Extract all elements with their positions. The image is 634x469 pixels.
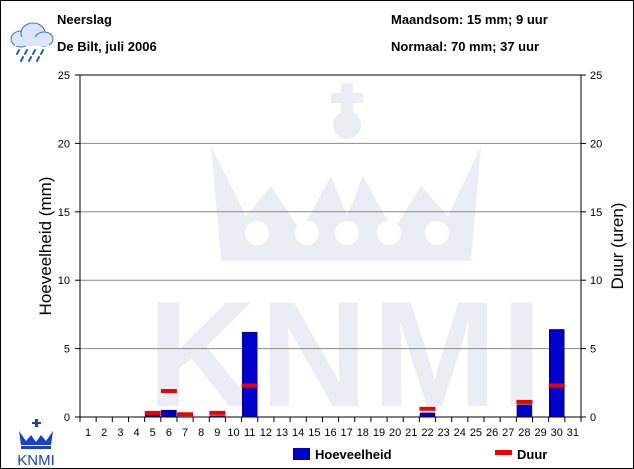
y2-tick-label: 0 bbox=[590, 412, 596, 424]
x-tick-label: 6 bbox=[166, 427, 172, 439]
x-tick-label: 11 bbox=[244, 427, 255, 439]
x-tick-label: 8 bbox=[198, 427, 204, 439]
legend: Hoeveelheid Duur bbox=[293, 447, 547, 462]
x-tick-label: 19 bbox=[373, 427, 385, 439]
duration-marker-day-5 bbox=[144, 410, 161, 415]
x-tick-label: 26 bbox=[486, 427, 498, 439]
legend-label-duur: Duur bbox=[517, 447, 547, 462]
x-tick-label: 7 bbox=[182, 427, 188, 439]
legend-label-hoeveelheid: Hoeveelheid bbox=[315, 447, 392, 462]
x-tick-label: 1 bbox=[85, 427, 91, 439]
x-tick-label: 3 bbox=[117, 427, 123, 439]
x-tick-label: 30 bbox=[551, 427, 563, 439]
month-total: Maandsom: 15 mm; 9 uur bbox=[391, 12, 548, 27]
x-tick-label: 10 bbox=[227, 427, 239, 439]
knmi-watermark: KNMI bbox=[147, 83, 546, 438]
x-tick-label: 18 bbox=[357, 427, 369, 439]
y-tick-label: 5 bbox=[64, 344, 70, 356]
y-tick-label: 20 bbox=[58, 138, 70, 150]
duration-marker-day-6 bbox=[160, 389, 177, 394]
plot-area-border bbox=[79, 74, 582, 418]
watermark-text: KNMI bbox=[147, 270, 546, 438]
x-tick-label: 25 bbox=[470, 427, 482, 439]
y2-tick-label: 5 bbox=[590, 344, 596, 356]
y-tick-label: 25 bbox=[58, 70, 70, 82]
bar-day-30 bbox=[549, 329, 565, 418]
x-tick-label: 14 bbox=[292, 427, 304, 439]
y2-tick-label: 10 bbox=[590, 275, 602, 287]
y2-tick-label: 25 bbox=[590, 70, 602, 82]
knmi-logo-text: KNMI bbox=[17, 452, 55, 468]
rain-cloud-icon bbox=[10, 22, 54, 62]
duration-marker-day-30 bbox=[548, 383, 565, 388]
y2-tick-label: 20 bbox=[590, 138, 602, 150]
legend-swatch-bar bbox=[293, 448, 310, 460]
x-tick-label: 27 bbox=[502, 427, 514, 439]
duration-marker-day-22 bbox=[419, 406, 436, 411]
bar-day-22 bbox=[419, 412, 436, 418]
y-tick-label: 0 bbox=[64, 412, 70, 424]
chart-subtitle: De Bilt, juli 2006 bbox=[57, 39, 157, 54]
bar-day-11 bbox=[241, 331, 258, 418]
x-tick-label: 15 bbox=[308, 427, 320, 439]
y2-axis-label: Duur (uren) bbox=[608, 203, 627, 290]
y-tick-label: 15 bbox=[58, 207, 70, 219]
x-tick-label: 20 bbox=[389, 427, 401, 439]
bar-day-28 bbox=[516, 404, 533, 418]
x-tick-label: 29 bbox=[534, 427, 546, 439]
y-axis-label: Hoeveelheid (mm) bbox=[36, 177, 55, 316]
x-tick-label: 2 bbox=[101, 427, 107, 439]
x-tick-label: 21 bbox=[405, 427, 417, 439]
x-tick-label: 23 bbox=[438, 427, 450, 439]
crown-logo-icon: KNMI bbox=[17, 419, 55, 468]
duration-marker-day-7 bbox=[177, 412, 194, 417]
x-tick-label: 5 bbox=[150, 427, 156, 439]
x-tick-label: 16 bbox=[324, 427, 336, 439]
x-tick-label: 31 bbox=[567, 427, 579, 439]
y2-tick-label: 15 bbox=[590, 207, 602, 219]
x-tick-label: 24 bbox=[454, 427, 466, 439]
legend-swatch-duration bbox=[495, 450, 512, 455]
x-tick-label: 17 bbox=[341, 427, 353, 439]
duration-marker-day-28 bbox=[516, 399, 533, 404]
bar-day-6 bbox=[161, 409, 177, 418]
x-tick-label: 4 bbox=[134, 427, 140, 439]
y-tick-label: 10 bbox=[58, 275, 70, 287]
duration-marker-day-9 bbox=[209, 410, 226, 415]
x-tick-label: 9 bbox=[214, 427, 220, 439]
x-tick-label: 28 bbox=[518, 427, 530, 439]
chart-title: Neerslag bbox=[57, 12, 112, 27]
x-tick-label: 13 bbox=[276, 427, 288, 439]
normal-total: Normaal: 70 mm; 37 uur bbox=[391, 39, 540, 54]
x-tick-label: 12 bbox=[260, 427, 272, 439]
x-tick-label: 22 bbox=[421, 427, 433, 439]
duration-marker-day-11 bbox=[241, 383, 258, 388]
